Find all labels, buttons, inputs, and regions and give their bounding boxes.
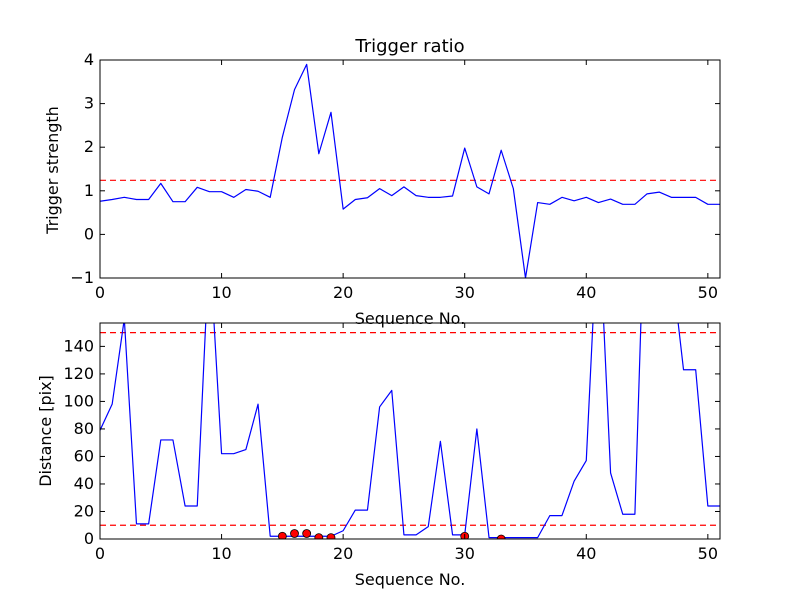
x-tick-label: 30 (455, 283, 475, 302)
x-tick-label: 10 (211, 283, 231, 302)
y-tick-label: 140 (63, 336, 94, 355)
y-tick-label: 100 (63, 391, 94, 410)
y-tick-label: 3 (84, 94, 94, 113)
plot-area (100, 63, 720, 278)
y-tick-label: 1 (84, 181, 94, 200)
data-point (314, 533, 324, 539)
y-tick-label: 40 (74, 474, 94, 493)
y-axis-label: Trigger strength (43, 106, 62, 235)
y-axis-ticks: 0 20 40 60 80 100 120 140 (63, 336, 720, 548)
y-axis-label: Distance [pix] (36, 375, 55, 487)
y-tick-label: 0 (84, 529, 94, 548)
data-point (302, 529, 312, 538)
y-axis-ticks: −1 0 1 2 3 4 (70, 50, 720, 287)
plot-area (100, 323, 720, 539)
x-tick-label: 0 (95, 283, 105, 302)
x-tick-label: 20 (333, 544, 353, 563)
chart-title: Trigger ratio (354, 36, 464, 57)
y-tick-label: 4 (84, 50, 94, 69)
x-tick-label: 40 (576, 283, 596, 302)
data-point (290, 529, 299, 538)
x-tick-label: 30 (455, 544, 475, 563)
y-tick-label: 60 (74, 446, 94, 465)
y-tick-label: 120 (63, 364, 94, 383)
data-point (277, 531, 287, 539)
series-line (100, 63, 720, 278)
y-tick-label: 0 (84, 224, 94, 243)
y-tick-label: −1 (70, 268, 94, 287)
data-point (496, 534, 506, 539)
y-tick-label: 2 (84, 137, 94, 156)
x-axis-label: Sequence No. (355, 309, 466, 328)
x-tick-label: 50 (698, 544, 718, 563)
x-tick-label: 40 (576, 544, 596, 563)
axes-frame (99, 322, 721, 540)
x-tick-label: 0 (95, 544, 105, 563)
data-point (326, 533, 336, 539)
y-tick-label: 20 (74, 501, 94, 520)
x-tick-label: 20 (333, 283, 353, 302)
x-axis-label: Sequence No. (355, 570, 466, 589)
x-axis-ticks: 0 10 20 30 40 50 (95, 323, 718, 563)
x-tick-label: 50 (698, 283, 718, 302)
distance-chart: 0 10 20 30 40 50 0 20 40 60 80 100 120 140 Sequence … (36, 322, 721, 589)
y-tick-label: 80 (74, 419, 94, 438)
x-tick-label: 10 (211, 544, 231, 563)
x-axis-ticks: 0 10 20 30 40 50 (95, 60, 718, 302)
series-line (100, 323, 720, 539)
axes-frame (99, 59, 721, 279)
